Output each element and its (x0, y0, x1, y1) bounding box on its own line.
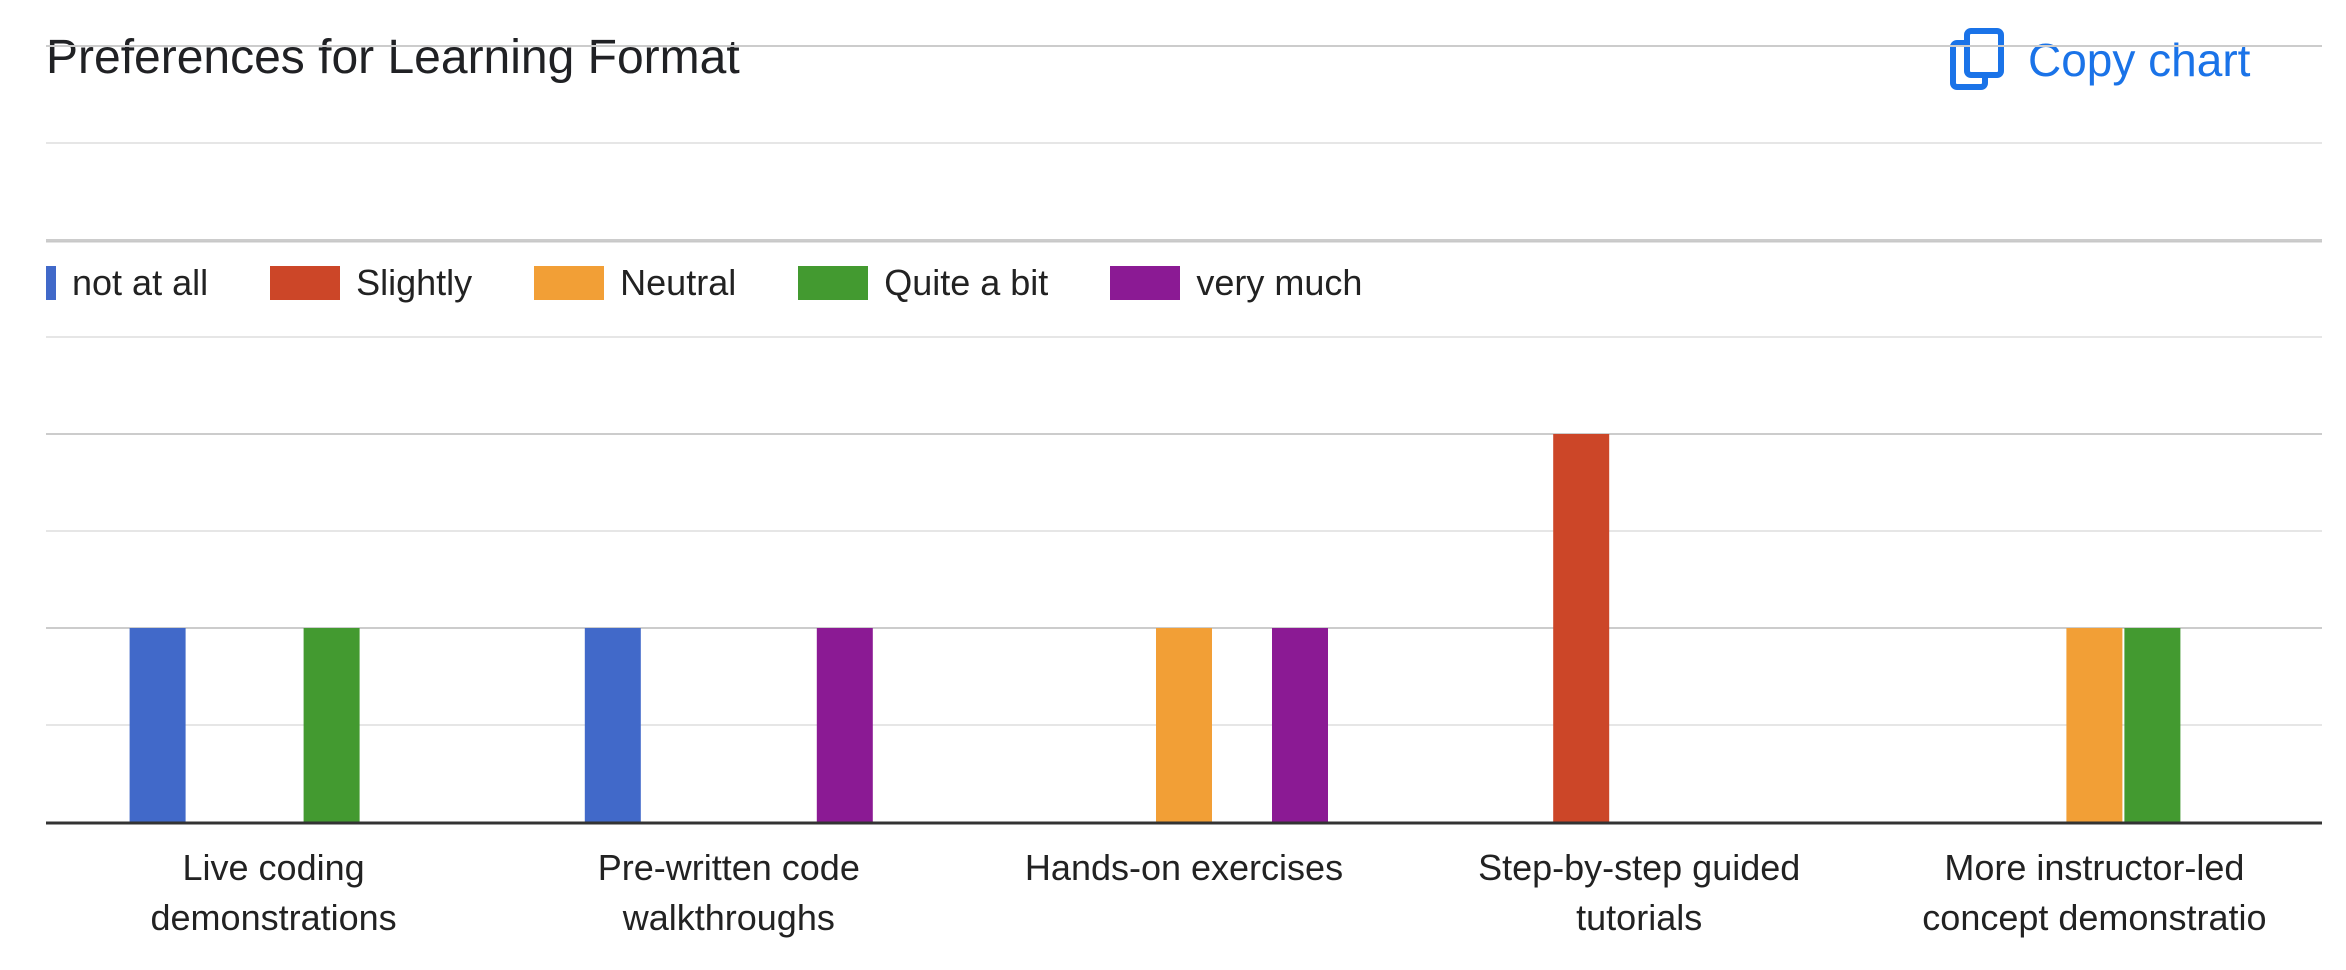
x-tick-label: Step-by-step guided (1478, 847, 1800, 888)
legend-label: very much (1196, 262, 1363, 303)
copy-chart-button[interactable]: Copy chart (1950, 20, 2250, 100)
x-tick-label: tutorials (1576, 897, 1702, 938)
bar (584, 628, 641, 822)
bar (303, 628, 360, 822)
legend-item: Slightly (270, 262, 472, 304)
bar (2124, 628, 2181, 822)
x-tick-label: concept demonstratio (1922, 897, 2266, 938)
bar (1156, 628, 1212, 822)
legend-swatch (1110, 266, 1181, 300)
legend-label: Quite a bit (884, 262, 1049, 303)
copy-chart-label: Copy chart (2028, 34, 2251, 86)
bar (129, 628, 186, 822)
legend-item: Quite a bit (798, 262, 1048, 304)
bar (2066, 628, 2123, 822)
x-tick-label: walkthroughs (622, 897, 835, 938)
bar (1272, 628, 1328, 822)
bar (816, 628, 873, 822)
legend-swatch (534, 266, 605, 300)
legend-item: very much (1110, 262, 1362, 304)
x-tick-label: Pre-written code (598, 847, 860, 888)
bar (1553, 434, 1610, 822)
legend-swatch (46, 266, 56, 300)
legend-item: not at all (46, 262, 208, 304)
x-tick-label: Live coding (183, 847, 365, 888)
chart-legend: not at all Slightly Neutral Quite a bit … (46, 258, 1362, 308)
copy-icon (1950, 28, 2006, 92)
legend-swatch (270, 266, 341, 300)
legend-label: Neutral (620, 262, 737, 303)
legend-label: Slightly (356, 262, 473, 303)
legend-swatch (798, 266, 869, 300)
x-tick-label: demonstrations (151, 897, 397, 938)
legend-label: not at all (72, 262, 209, 303)
x-tick-label: More instructor-led (1944, 847, 2244, 888)
legend-item: Neutral (534, 262, 736, 304)
chart-title: Preferences for Learning Format (46, 31, 740, 84)
x-tick-label: Hands-on exercises (1025, 847, 1343, 888)
